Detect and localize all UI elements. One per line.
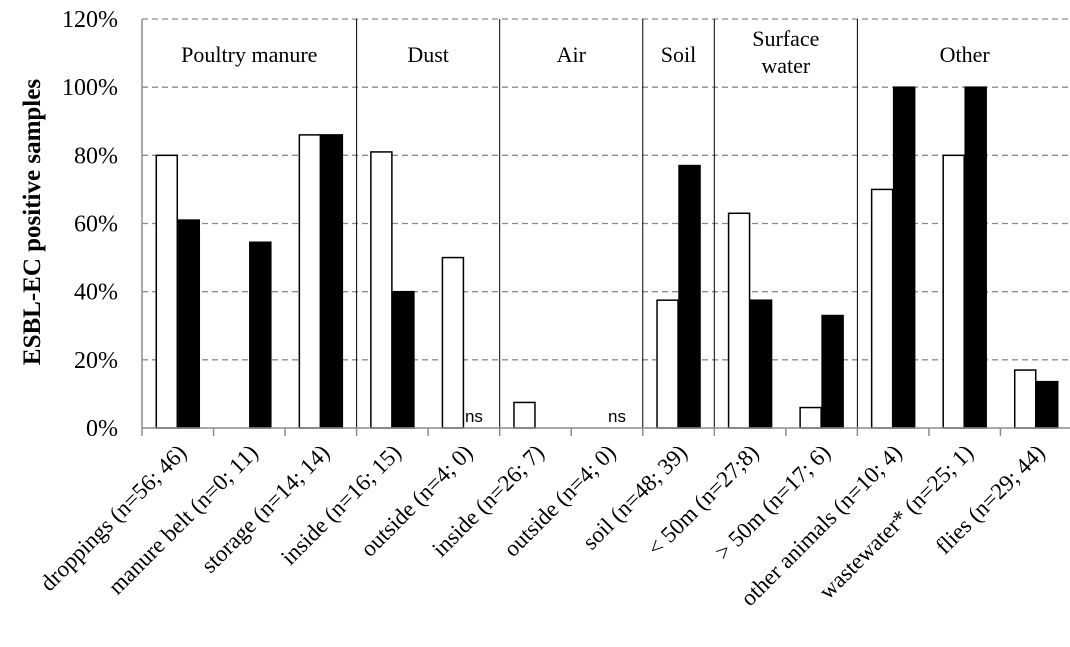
bar [370,151,393,429]
y-tick-label: 40% [74,280,118,306]
group-label: Poultry manure [181,42,317,67]
y-tick-labels: 0% 20% 40% 60% 80% 100% 120% [62,7,118,442]
bar [964,86,987,429]
bar [298,134,322,429]
bars [155,86,1059,429]
group-label: Surface water [752,26,819,78]
axes [141,19,1070,436]
bar [441,256,465,429]
y-axis-label: ESBL-EC positive samples [19,79,46,365]
bar [155,154,179,429]
y-tick-label: 0% [86,416,118,442]
bar [1035,380,1059,429]
bar [678,164,701,429]
y-tick-label: 80% [74,143,118,169]
bar [870,188,894,429]
y-tick-label: 120% [62,7,118,33]
group-label: Dust [407,42,449,67]
bar [1013,369,1037,429]
x-tick-label: storage (n=14; 14) [196,440,334,578]
bar [799,406,822,429]
bar [320,134,344,429]
y-tick-label: 100% [62,75,118,101]
bar [727,212,751,429]
y-tick-label: 60% [74,212,118,238]
bar [942,154,965,429]
group-label: Soil [661,42,696,67]
bar [249,241,272,429]
bar [656,299,679,429]
group-label: Other [940,42,991,67]
bar [392,290,415,429]
x-tick-labels: droppings (n=56; 46)manure belt (n=0; 11… [35,440,1050,611]
y-tick-label: 20% [74,348,118,374]
bar [821,314,844,429]
ns-annotation: ns [465,407,483,426]
gridlines [142,18,1070,361]
bar [892,86,916,429]
annotations: ns ns [465,407,626,426]
ns-annotation: ns [608,407,626,426]
bar [749,299,773,429]
group-separators [356,19,858,428]
group-label: Air [557,42,587,67]
bar [513,401,536,429]
x-tick-label: inside (n=16; 15) [276,440,406,570]
bar [177,219,201,429]
group-labels: Poultry manure Dust Air Soil Surface water Oth… [181,26,990,78]
